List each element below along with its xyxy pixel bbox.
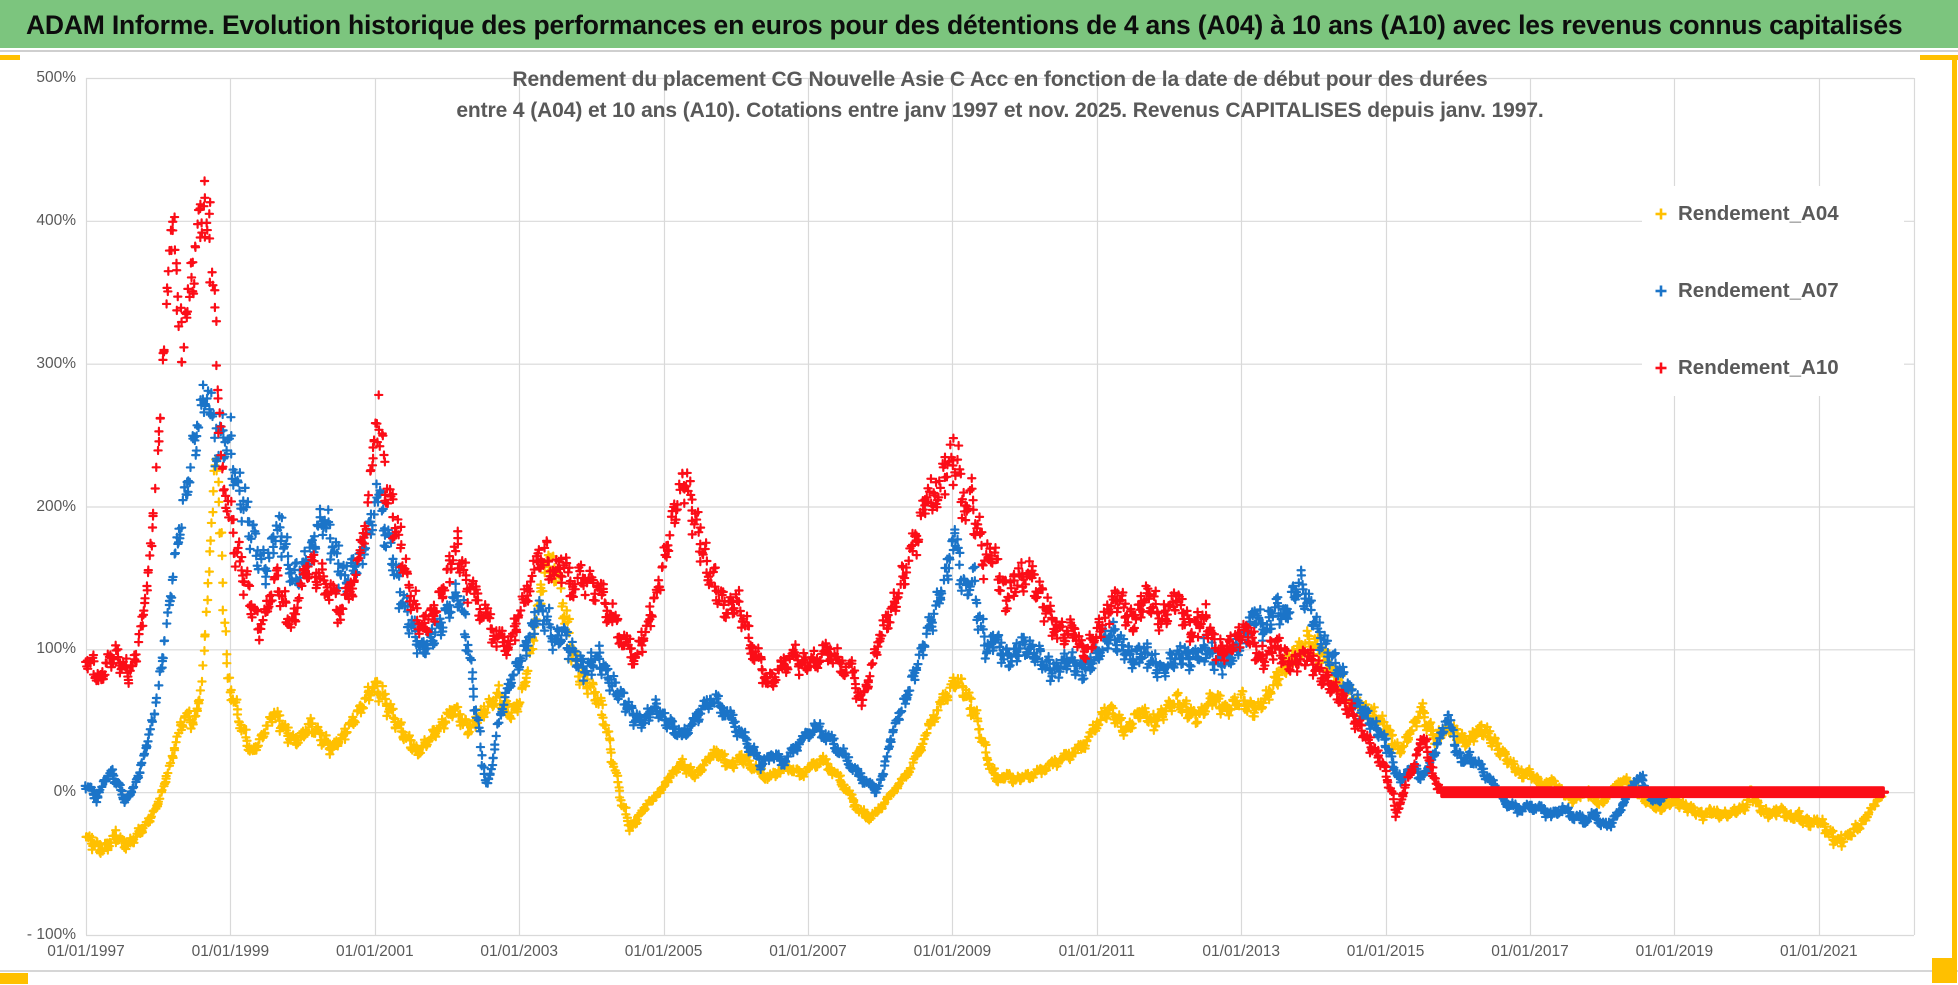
y-tick-label: 200% [36, 497, 76, 515]
x-tick-label: 01/01/1999 [191, 943, 270, 960]
y-tick-label: 0% [53, 783, 76, 801]
plus-marker-icon [1655, 362, 1667, 374]
chart-title-line1: Rendement du placement CG Nouvelle Asie … [512, 68, 1488, 91]
x-tick-label: 01/01/2017 [1491, 943, 1569, 960]
x-tick-label: 01/01/2001 [336, 943, 414, 960]
legend-label: Rendement_A07 [1678, 279, 1839, 302]
legend-label: Rendement_A10 [1678, 356, 1839, 379]
y-tick-label: 400% [36, 211, 76, 229]
x-tick-label: 01/01/1997 [47, 943, 125, 960]
x-tick-label: 01/01/2021 [1780, 943, 1858, 960]
y-tick-label: 300% [36, 354, 76, 372]
x-tick-label: 01/01/2005 [624, 943, 703, 960]
plus-marker-icon [1655, 285, 1667, 297]
legend-label: Rendement_A04 [1678, 202, 1839, 225]
x-tick-label: 01/01/2009 [913, 943, 992, 960]
gold-border-accent [0, 973, 28, 984]
x-tick-label: 01/01/2013 [1202, 943, 1280, 960]
x-tick-label: 01/01/2007 [769, 943, 847, 960]
legend-item-rendement-a10[interactable]: Rendement_A10 [1642, 342, 1904, 394]
bottom-divider [0, 970, 1958, 972]
x-tick-label: 01/01/2019 [1635, 943, 1714, 960]
chart-title-line2: entre 4 (A04) et 10 ans (A10). Cotations… [456, 99, 1544, 122]
chart-legend: Rendement_A04 Rendement_A07 Rendement_A1… [1642, 186, 1904, 396]
legend-item-rendement-a04[interactable]: Rendement_A04 [1642, 188, 1904, 240]
y-tick-label: 100% [36, 640, 76, 658]
gold-resize-handle[interactable] [1932, 958, 1957, 983]
x-tick-label: 01/01/2015 [1346, 943, 1425, 960]
y-tick-label: 500% [36, 69, 76, 86]
gold-border-accent [1952, 55, 1957, 980]
y-tick-label: - 100% [26, 926, 76, 943]
x-tick-label: 01/01/2003 [480, 943, 558, 960]
legend-item-rendement-a07[interactable]: Rendement_A07 [1642, 265, 1904, 317]
gold-border-accent [0, 55, 20, 60]
x-tick-label: 01/01/2011 [1058, 943, 1136, 960]
gold-border-accent [1920, 55, 1958, 60]
plus-marker-icon [1655, 208, 1667, 220]
chart-title: Rendement du placement CG Nouvelle Asie … [86, 64, 1914, 126]
